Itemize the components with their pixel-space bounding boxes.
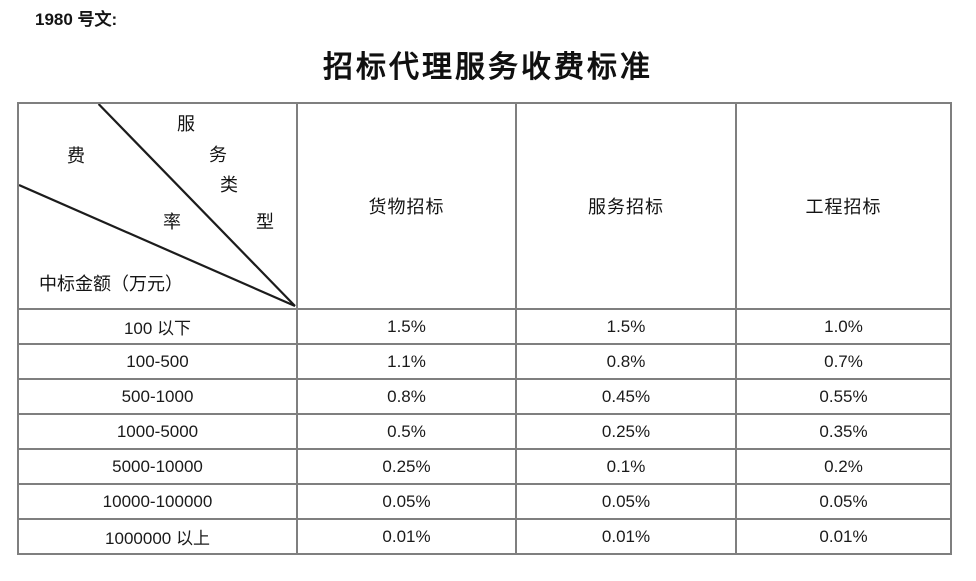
table-row: 1000000 以上 0.01% 0.01% 0.01% (17, 518, 952, 555)
fee-rate-cell: 1.0% (735, 308, 952, 345)
fee-rate-cell: 0.55% (735, 378, 952, 415)
bid-amount-axis-label: 中标金额（万元） (39, 274, 183, 294)
document-ref-label: 1980 号文: (35, 10, 118, 29)
table-row: 10000-100000 0.05% 0.05% 0.05% (17, 483, 952, 520)
fee-rate-cell: 0.25% (515, 413, 737, 450)
table-row: 1000-5000 0.5% 0.25% 0.35% (17, 413, 952, 450)
row-label-amount-range: 500-1000 (17, 378, 298, 415)
fee-rate-cell: 0.2% (735, 448, 952, 485)
row-label-amount-range: 100-500 (17, 343, 298, 380)
service-type-char-3: 类 (220, 175, 238, 195)
column-header-services: 服务招标 (515, 102, 737, 310)
fee-rate-cell: 0.01% (296, 518, 517, 555)
fee-rate-cell: 0.25% (296, 448, 517, 485)
fee-rate-cell: 0.05% (296, 483, 517, 520)
fee-rate-cell: 0.35% (735, 413, 952, 450)
fee-table-head-section: 服 务 类 型 费 率 中标金额（万元） 货物招标 服务招标 工程招标 (17, 102, 952, 310)
diagonal-divider-lines (19, 104, 296, 308)
row-label-amount-range: 100 以下 (17, 308, 298, 345)
page-title: 招标代理服务收费标准 (323, 51, 653, 84)
service-type-char-2: 务 (209, 145, 227, 165)
fee-rate-char-1: 费 (67, 146, 85, 166)
fee-rate-cell: 0.1% (515, 448, 737, 485)
table-row: 100 以下 1.5% 1.5% 1.0% (17, 308, 952, 345)
fee-rate-cell: 0.8% (296, 378, 517, 415)
table-row: 100-500 1.1% 0.8% 0.7% (17, 343, 952, 380)
row-label-amount-range: 1000-5000 (17, 413, 298, 450)
fee-rate-cell: 0.8% (515, 343, 737, 380)
fee-rate-cell: 1.5% (296, 308, 517, 345)
row-label-amount-range: 1000000 以上 (17, 518, 298, 555)
fee-rate-cell: 0.45% (515, 378, 737, 415)
fee-rate-cell: 0.01% (735, 518, 952, 555)
fee-standard-table: 服 务 类 型 费 率 中标金额（万元） 货物招标 服务招标 工程招标 100 … (17, 102, 952, 555)
fee-rate-cell: 0.05% (515, 483, 737, 520)
fee-rate-cell: 0.5% (296, 413, 517, 450)
column-header-engineering: 工程招标 (735, 102, 952, 310)
row-label-amount-range: 5000-10000 (17, 448, 298, 485)
row-label-amount-range: 10000-100000 (17, 483, 298, 520)
fee-rate-char-2: 率 (163, 212, 181, 232)
table-row: 5000-10000 0.25% 0.1% 0.2% (17, 448, 952, 485)
service-type-char-4: 型 (256, 212, 274, 232)
fee-rate-cell: 0.01% (515, 518, 737, 555)
table-row: 500-1000 0.8% 0.45% 0.55% (17, 378, 952, 415)
fee-rate-cell: 0.05% (735, 483, 952, 520)
lower-diagonal-line (19, 183, 296, 308)
diagonal-corner-cell: 服 务 类 型 费 率 中标金额（万元） (17, 102, 298, 310)
fee-rate-cell: 0.7% (735, 343, 952, 380)
column-header-goods: 货物招标 (296, 102, 517, 310)
fee-rate-cell: 1.1% (296, 343, 517, 380)
fee-rate-cell: 1.5% (515, 308, 737, 345)
upper-diagonal-line (97, 104, 296, 307)
fee-table-body: 100 以下 1.5% 1.5% 1.0% 100-500 1.1% 0.8% 0.7% 500… (17, 308, 952, 555)
table-header-row: 服 务 类 型 费 率 中标金额（万元） 货物招标 服务招标 工程招标 (17, 102, 952, 310)
service-type-char-1: 服 (177, 114, 195, 134)
